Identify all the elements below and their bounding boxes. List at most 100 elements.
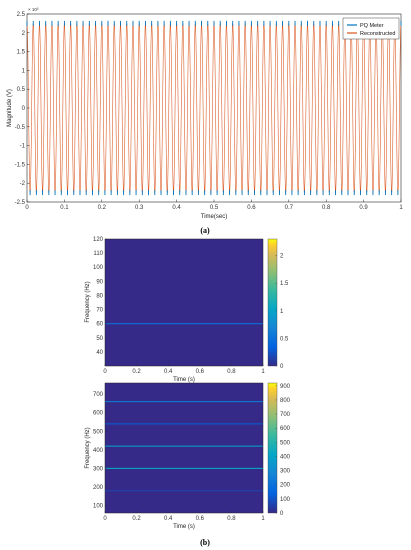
chart-a-ylabel: Magnitude (V)	[7, 89, 13, 127]
y-tick-label: 300	[93, 466, 104, 472]
y-tick-label: 0.5	[17, 87, 26, 93]
x-tick-label: 1	[399, 205, 403, 211]
chart-a-xlabel: Time(sec)	[201, 214, 227, 220]
colorbar-tick-label: 300	[280, 469, 291, 475]
colorbar-tick-label: 1.5	[280, 281, 289, 287]
y-tick-label: 2.5	[17, 12, 26, 18]
chart-a-plot-area	[26, 13, 402, 203]
chart-b-bottom-lines	[105, 400, 263, 492]
legend-box	[342, 17, 400, 40]
colorbar-tick-label: 1	[280, 309, 284, 315]
x-tick-label: 0.8	[322, 205, 331, 211]
x-tick-label: 0.8	[227, 516, 236, 522]
chart-a: 0 0.1 0.2 0.3 0.4 0.5 0.6 0.7 0.8 0.9 1 2.5 2 1.5 1 0.5…	[7, 7, 403, 235]
y-tick-label: 40	[96, 350, 103, 356]
harmonic-line	[105, 445, 263, 447]
y-tick-label: -2.5	[15, 200, 26, 206]
y-tick-label: 1.5	[17, 50, 26, 56]
y-tick-label: 2	[22, 31, 26, 37]
harmonic-line	[105, 323, 263, 325]
x-tick-label: 0.4	[172, 205, 181, 211]
chart-b-top-plot-area	[105, 239, 263, 366]
x-tick-label: 0	[103, 369, 107, 375]
y-tick-label: 110	[93, 251, 103, 257]
y-tick-label: 400	[93, 448, 104, 454]
y-tick-label: 1	[22, 68, 26, 74]
legend-label-pq-meter: PQ Meter	[360, 23, 384, 29]
y-tick-label: 100	[93, 265, 104, 271]
y-tick-label: 0	[22, 106, 26, 112]
harmonic-line	[105, 423, 263, 425]
x-tick-label: 0.4	[164, 516, 173, 522]
colorbar-tick-label: 900	[280, 384, 291, 390]
y-tick-label: -0.5	[15, 125, 26, 131]
y-tick-label: 60	[96, 322, 103, 328]
x-tick-label: 0.2	[98, 205, 107, 211]
chart-b-top-colorbar-ticks: 2 1.5 1 0.5 0	[275, 254, 289, 370]
legend-label-reconstructed: Reconstructed	[360, 31, 395, 37]
colorbar-tick-label: 2	[280, 254, 284, 260]
x-tick-label: 0.7	[285, 205, 294, 211]
x-tick-label: 1	[261, 516, 265, 522]
colorbar-tick-label: 600	[280, 426, 291, 432]
chart-a-exponent-label: × 10³	[28, 7, 39, 12]
chart-b-top-xlabel: Time (s)	[173, 377, 195, 383]
colorbar-tick-label: 0	[280, 511, 284, 517]
y-tick-label: 100	[93, 504, 104, 510]
y-tick-label: 90	[96, 279, 103, 285]
chart-b-bottom: 0 0.2 0.4 0.6 0.8 1 700 600 500 400 300 200 100 Time…	[85, 382, 291, 547]
x-tick-label: 0.6	[196, 369, 205, 375]
chart-a-ticks: 0 0.1 0.2 0.3 0.4 0.5 0.6 0.7 0.8 0.9 1 2.5 2 1.5 1 0.5…	[15, 12, 404, 211]
chart-b-bottom-colorbar-ticks: 900 800 700 600 500 400 300 200 100 0	[275, 384, 291, 517]
y-tick-label: -1.5	[15, 162, 26, 168]
x-tick-label: 0.4	[164, 369, 173, 375]
harmonic-line	[105, 467, 263, 470]
colorbar-tick-label: 100	[280, 497, 291, 503]
chart-b-top-lines	[105, 323, 263, 325]
x-tick-label: 0.6	[196, 516, 205, 522]
colorbar-tick-label: 0.5	[280, 336, 289, 342]
y-tick-label: 50	[96, 336, 103, 342]
x-tick-label: 0.2	[132, 516, 141, 522]
harmonic-line	[105, 400, 263, 403]
y-tick-label: 200	[93, 485, 104, 491]
y-tick-label: 600	[93, 411, 104, 417]
x-tick-label: 0.8	[227, 369, 236, 375]
chart-b-top-ticks: 0 0.2 0.4 0.6 0.8 1 120 110 100 90 80 70 60 50 40	[93, 237, 265, 375]
x-tick-label: 0.5	[210, 205, 219, 211]
colorbar-tick-label: 800	[280, 398, 291, 404]
colorbar-tick-label: 200	[280, 483, 291, 489]
chart-a-caption: (a)	[200, 226, 210, 235]
y-tick-label: 700	[93, 392, 104, 398]
chart-a-legend: PQ Meter Reconstructed	[342, 17, 400, 40]
colorbar-tick-label: 700	[280, 412, 291, 418]
x-tick-label: 0	[103, 516, 107, 522]
colorbar-tick-label: 400	[280, 454, 291, 460]
x-tick-label: 0.2	[132, 369, 141, 375]
chart-b-bottom-xlabel: Time (s)	[173, 524, 195, 530]
colorbar-tick-label: 500	[280, 440, 291, 446]
chart-b-top: 0 0.2 0.4 0.6 0.8 1 1 2 0 110 100 90 80 70 60 50 40 Time…	[85, 237, 289, 383]
x-tick-label: 0.3	[135, 205, 144, 211]
chart-b-top-colorbar	[267, 238, 278, 367]
chart-b-top-ylabel: Frequency (Hz)	[85, 281, 91, 322]
y-tick-label: -2	[20, 181, 26, 187]
y-tick-label: 70	[96, 308, 103, 314]
chart-b-caption: (b)	[200, 538, 210, 547]
x-tick-label: 1	[261, 369, 265, 375]
y-tick-label: 500	[93, 429, 104, 435]
chart-b-bottom-ylabel: Frequency (Hz)	[85, 427, 91, 468]
x-tick-label: 0.1	[60, 205, 69, 211]
y-tick-label: -1	[20, 144, 26, 150]
x-tick-label: 0	[25, 205, 29, 211]
x-tick-label: 0.9	[359, 205, 368, 211]
x-tick-label: 0.6	[247, 205, 256, 211]
chart-b-bottom-colorbar	[267, 382, 278, 514]
chart-b-bottom-ticks: 0 0.2 0.4 0.6 0.8 1 700 600 500 400 300 200 100	[93, 392, 265, 522]
chart-b-bottom-plot-area	[105, 383, 263, 513]
chart-b-top-frame	[104, 238, 264, 367]
chart-b-bottom-frame	[104, 382, 264, 514]
colorbar-tick-label: 0	[280, 364, 284, 370]
y-tick-label: 80	[96, 293, 103, 299]
